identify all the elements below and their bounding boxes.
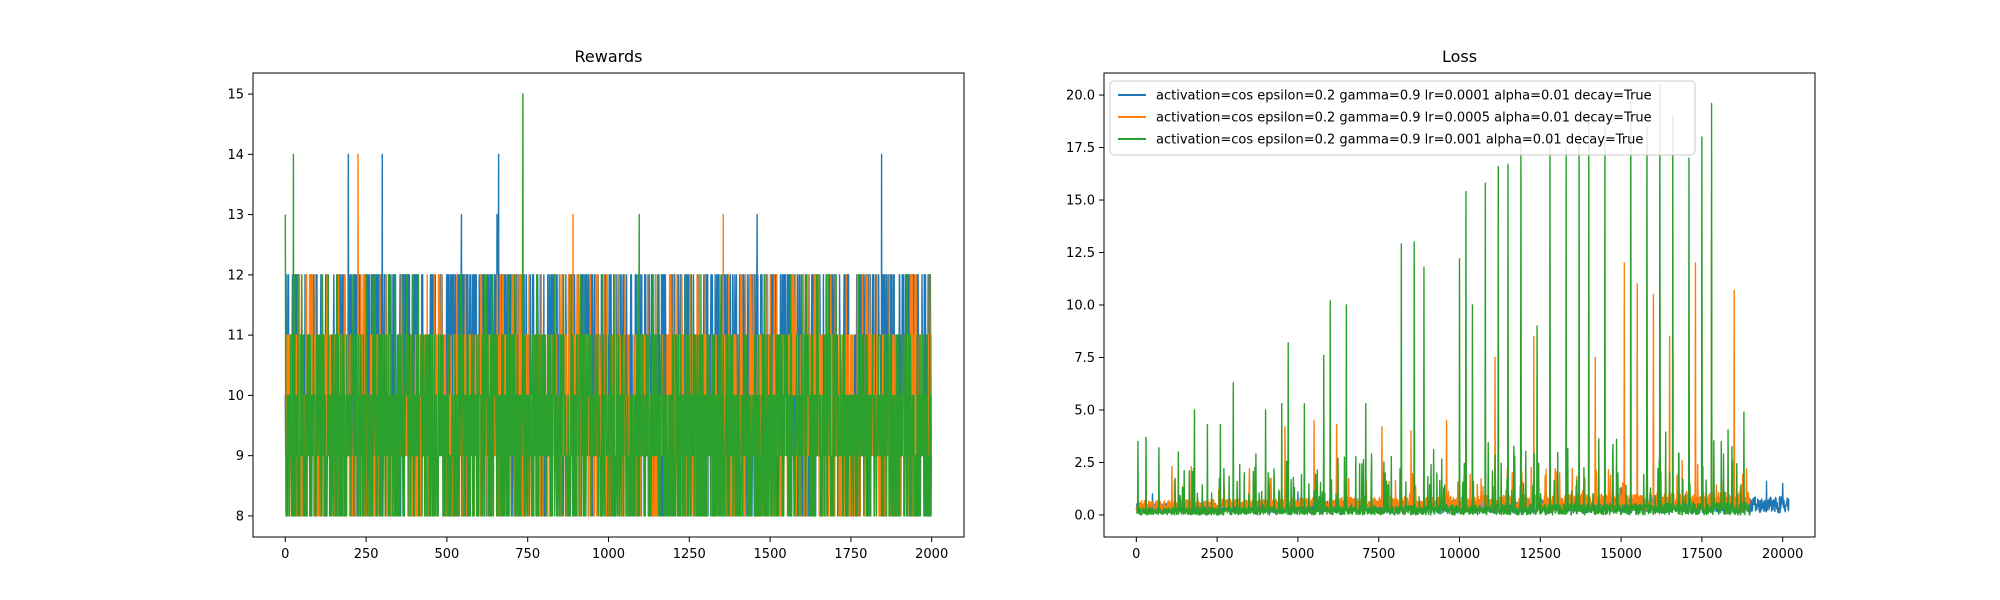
loss-chart: Loss 0 2500 5000 7500 10000 12500 15000 17500 20… xyxy=(1066,47,1816,562)
loss-x-tick-label: 0 xyxy=(1132,547,1140,562)
loss-y-tick-label: 15.0 xyxy=(1066,194,1095,209)
loss-y-tick-label: 5.0 xyxy=(1074,403,1095,418)
loss-x-tick-label: 10000 xyxy=(1439,547,1480,562)
loss-x-tick-label: 12500 xyxy=(1520,547,1561,562)
rewards-series-line-3 xyxy=(284,93,933,517)
loss-y-tick-label: 0.0 xyxy=(1074,508,1095,523)
loss-x-tick-label: 2500 xyxy=(1201,547,1234,562)
rewards-y-tick-label: 14 xyxy=(227,148,244,163)
rewards-x-tick-label: 1000 xyxy=(592,547,625,562)
loss-y-tick-label: 7.5 xyxy=(1074,351,1095,366)
loss-series-line-3 xyxy=(1135,83,1751,516)
rewards-chart: Rewards 0 250 500 750 1000 1250 1500 1750 2000 8 9… xyxy=(227,47,965,562)
loss-legend-label: activation=cos epsilon=0.2 gamma=0.9 lr=… xyxy=(1156,89,1652,104)
rewards-x-tick-label: 1750 xyxy=(834,547,867,562)
rewards-x-tick-label: 250 xyxy=(354,547,379,562)
rewards-y-tick-label: 13 xyxy=(227,208,244,223)
loss-y-tick-label: 12.5 xyxy=(1066,246,1095,261)
rewards-y-tick-label: 12 xyxy=(227,268,244,283)
loss-y-tick-label: 10.0 xyxy=(1066,299,1095,314)
rewards-chart-title: Rewards xyxy=(575,47,643,66)
loss-y-tick-label: 2.5 xyxy=(1074,456,1095,471)
rewards-y-tick-label: 9 xyxy=(236,449,244,464)
loss-x-tick-label: 7500 xyxy=(1362,547,1395,562)
rewards-y-tick-label: 11 xyxy=(227,329,244,344)
loss-y-tick-label: 17.5 xyxy=(1066,141,1095,156)
loss-legend: activation=cos epsilon=0.2 gamma=0.9 lr=… xyxy=(1109,80,1696,156)
loss-legend-label: activation=cos epsilon=0.2 gamma=0.9 lr=… xyxy=(1156,133,1643,148)
loss-axes: 0 2500 5000 7500 10000 12500 15000 17500 20000 0.… xyxy=(1066,72,1816,562)
loss-x-tick-label: 5000 xyxy=(1281,547,1314,562)
loss-x-tick-label: 17500 xyxy=(1681,547,1722,562)
rewards-x-tick-label: 1500 xyxy=(754,547,787,562)
rewards-y-tick-label: 15 xyxy=(227,88,244,103)
loss-x-tick-label: 15000 xyxy=(1600,547,1641,562)
rewards-series-group xyxy=(284,93,933,517)
rewards-x-tick-label: 2000 xyxy=(915,547,948,562)
loss-series-group xyxy=(1135,83,1790,516)
loss-legend-frame xyxy=(1109,80,1696,156)
loss-chart-title: Loss xyxy=(1442,47,1477,66)
loss-y-tick-label: 20.0 xyxy=(1066,89,1095,104)
rewards-y-tick-label: 8 xyxy=(236,509,244,524)
loss-x-tick-label: 20000 xyxy=(1762,547,1803,562)
rewards-x-tick-label: 750 xyxy=(515,547,540,562)
rewards-x-tick-label: 0 xyxy=(281,547,289,562)
rewards-y-tick-label: 10 xyxy=(227,389,244,404)
rewards-x-tick-label: 1250 xyxy=(673,547,706,562)
rewards-axes: 0 250 500 750 1000 1250 1500 1750 2000 8 9 10 11 12 13… xyxy=(227,72,965,562)
loss-legend-label: activation=cos epsilon=0.2 gamma=0.9 lr=… xyxy=(1156,111,1652,126)
rewards-x-tick-label: 500 xyxy=(434,547,459,562)
